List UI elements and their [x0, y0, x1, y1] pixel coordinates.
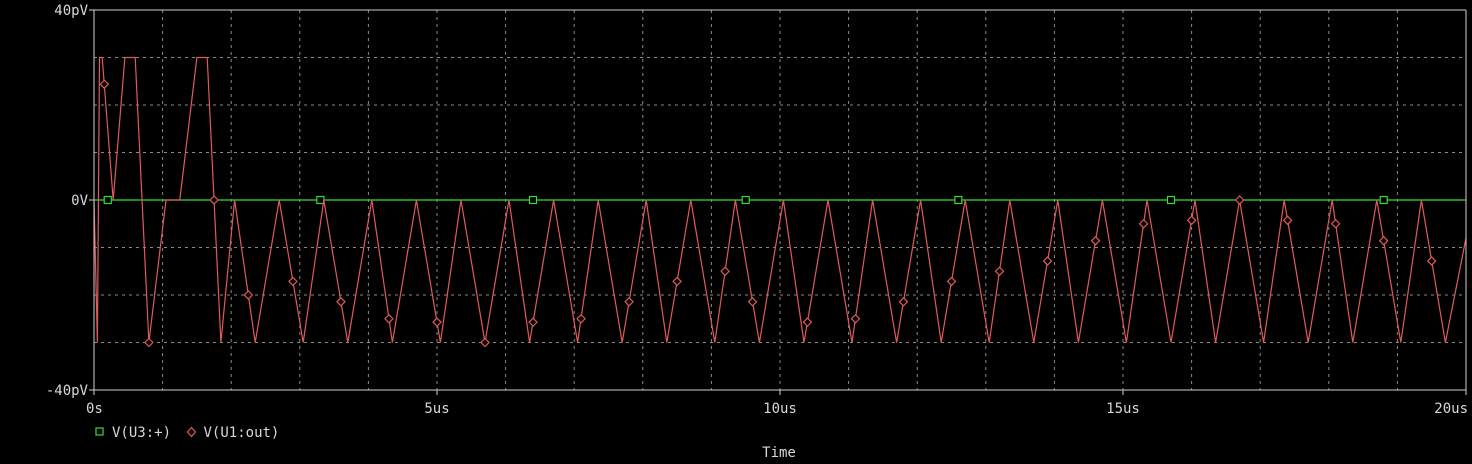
series-2-marker [243, 290, 254, 300]
series-line-2 [93, 56, 1467, 343]
series-2-marker [1330, 218, 1341, 229]
x-tick-label: 15us [1106, 401, 1140, 417]
series-2-marker [1426, 256, 1437, 266]
series-2-marker [1378, 235, 1389, 246]
series-1-marker [954, 195, 963, 205]
series-2-marker [1138, 218, 1149, 229]
x-axis-label: Time [762, 445, 796, 460]
series-2-marker [144, 337, 154, 348]
y-tick-label: 40pV [54, 3, 88, 19]
series-2-marker [946, 276, 957, 287]
x-tick-label: 20us [1434, 401, 1468, 417]
x-tick-label: 0s [86, 401, 103, 417]
series-2-marker [624, 296, 634, 307]
legend-marker-square-icon [95, 427, 104, 436]
series-2-marker [1186, 215, 1197, 226]
series-layer [93, 56, 1467, 348]
series-2-marker [672, 276, 682, 287]
y-tick-label: 0V [71, 193, 88, 209]
legend: V(U3:+) V(U1:out) [95, 425, 280, 441]
y-tick-label: -40pV [46, 383, 89, 399]
legend-label-1: V(U3:+) [112, 425, 171, 441]
series-1-marker [1166, 195, 1176, 205]
series-2-marker [384, 313, 394, 324]
series-2-marker [576, 313, 586, 324]
series-1-marker [528, 195, 538, 205]
legend-marker-diamond-icon [186, 426, 197, 438]
series-2-marker [99, 79, 110, 90]
series-2-marker [432, 317, 442, 327]
series-2-marker [1282, 215, 1293, 226]
series-2-marker [209, 195, 219, 205]
series-2-marker [1234, 195, 1245, 205]
axes [89, 9, 1467, 395]
x-tick-label: 10us [763, 401, 797, 417]
series-2-marker [480, 337, 490, 348]
series-2-marker [1042, 256, 1053, 266]
series-2-marker [288, 276, 298, 287]
legend-label-2: V(U1:out) [204, 425, 280, 441]
series-2-marker [747, 296, 758, 307]
series-2-marker [994, 266, 1005, 277]
series-2-marker [528, 317, 538, 327]
series-1-marker [1379, 195, 1388, 205]
series-2-marker [802, 317, 813, 327]
series-2-marker [336, 296, 346, 307]
series-1-marker [316, 195, 325, 205]
series-2-marker [850, 313, 861, 324]
series-1-marker [103, 195, 112, 205]
series-2-marker [1090, 235, 1101, 246]
series-1-marker [741, 195, 750, 205]
series-2-marker [898, 296, 909, 307]
tick-labels: 0s 5us 10us 15us 20us 40pV 0V -40pV [46, 3, 1468, 417]
x-tick-label: 5us [424, 401, 449, 417]
series-2-marker [720, 266, 730, 277]
